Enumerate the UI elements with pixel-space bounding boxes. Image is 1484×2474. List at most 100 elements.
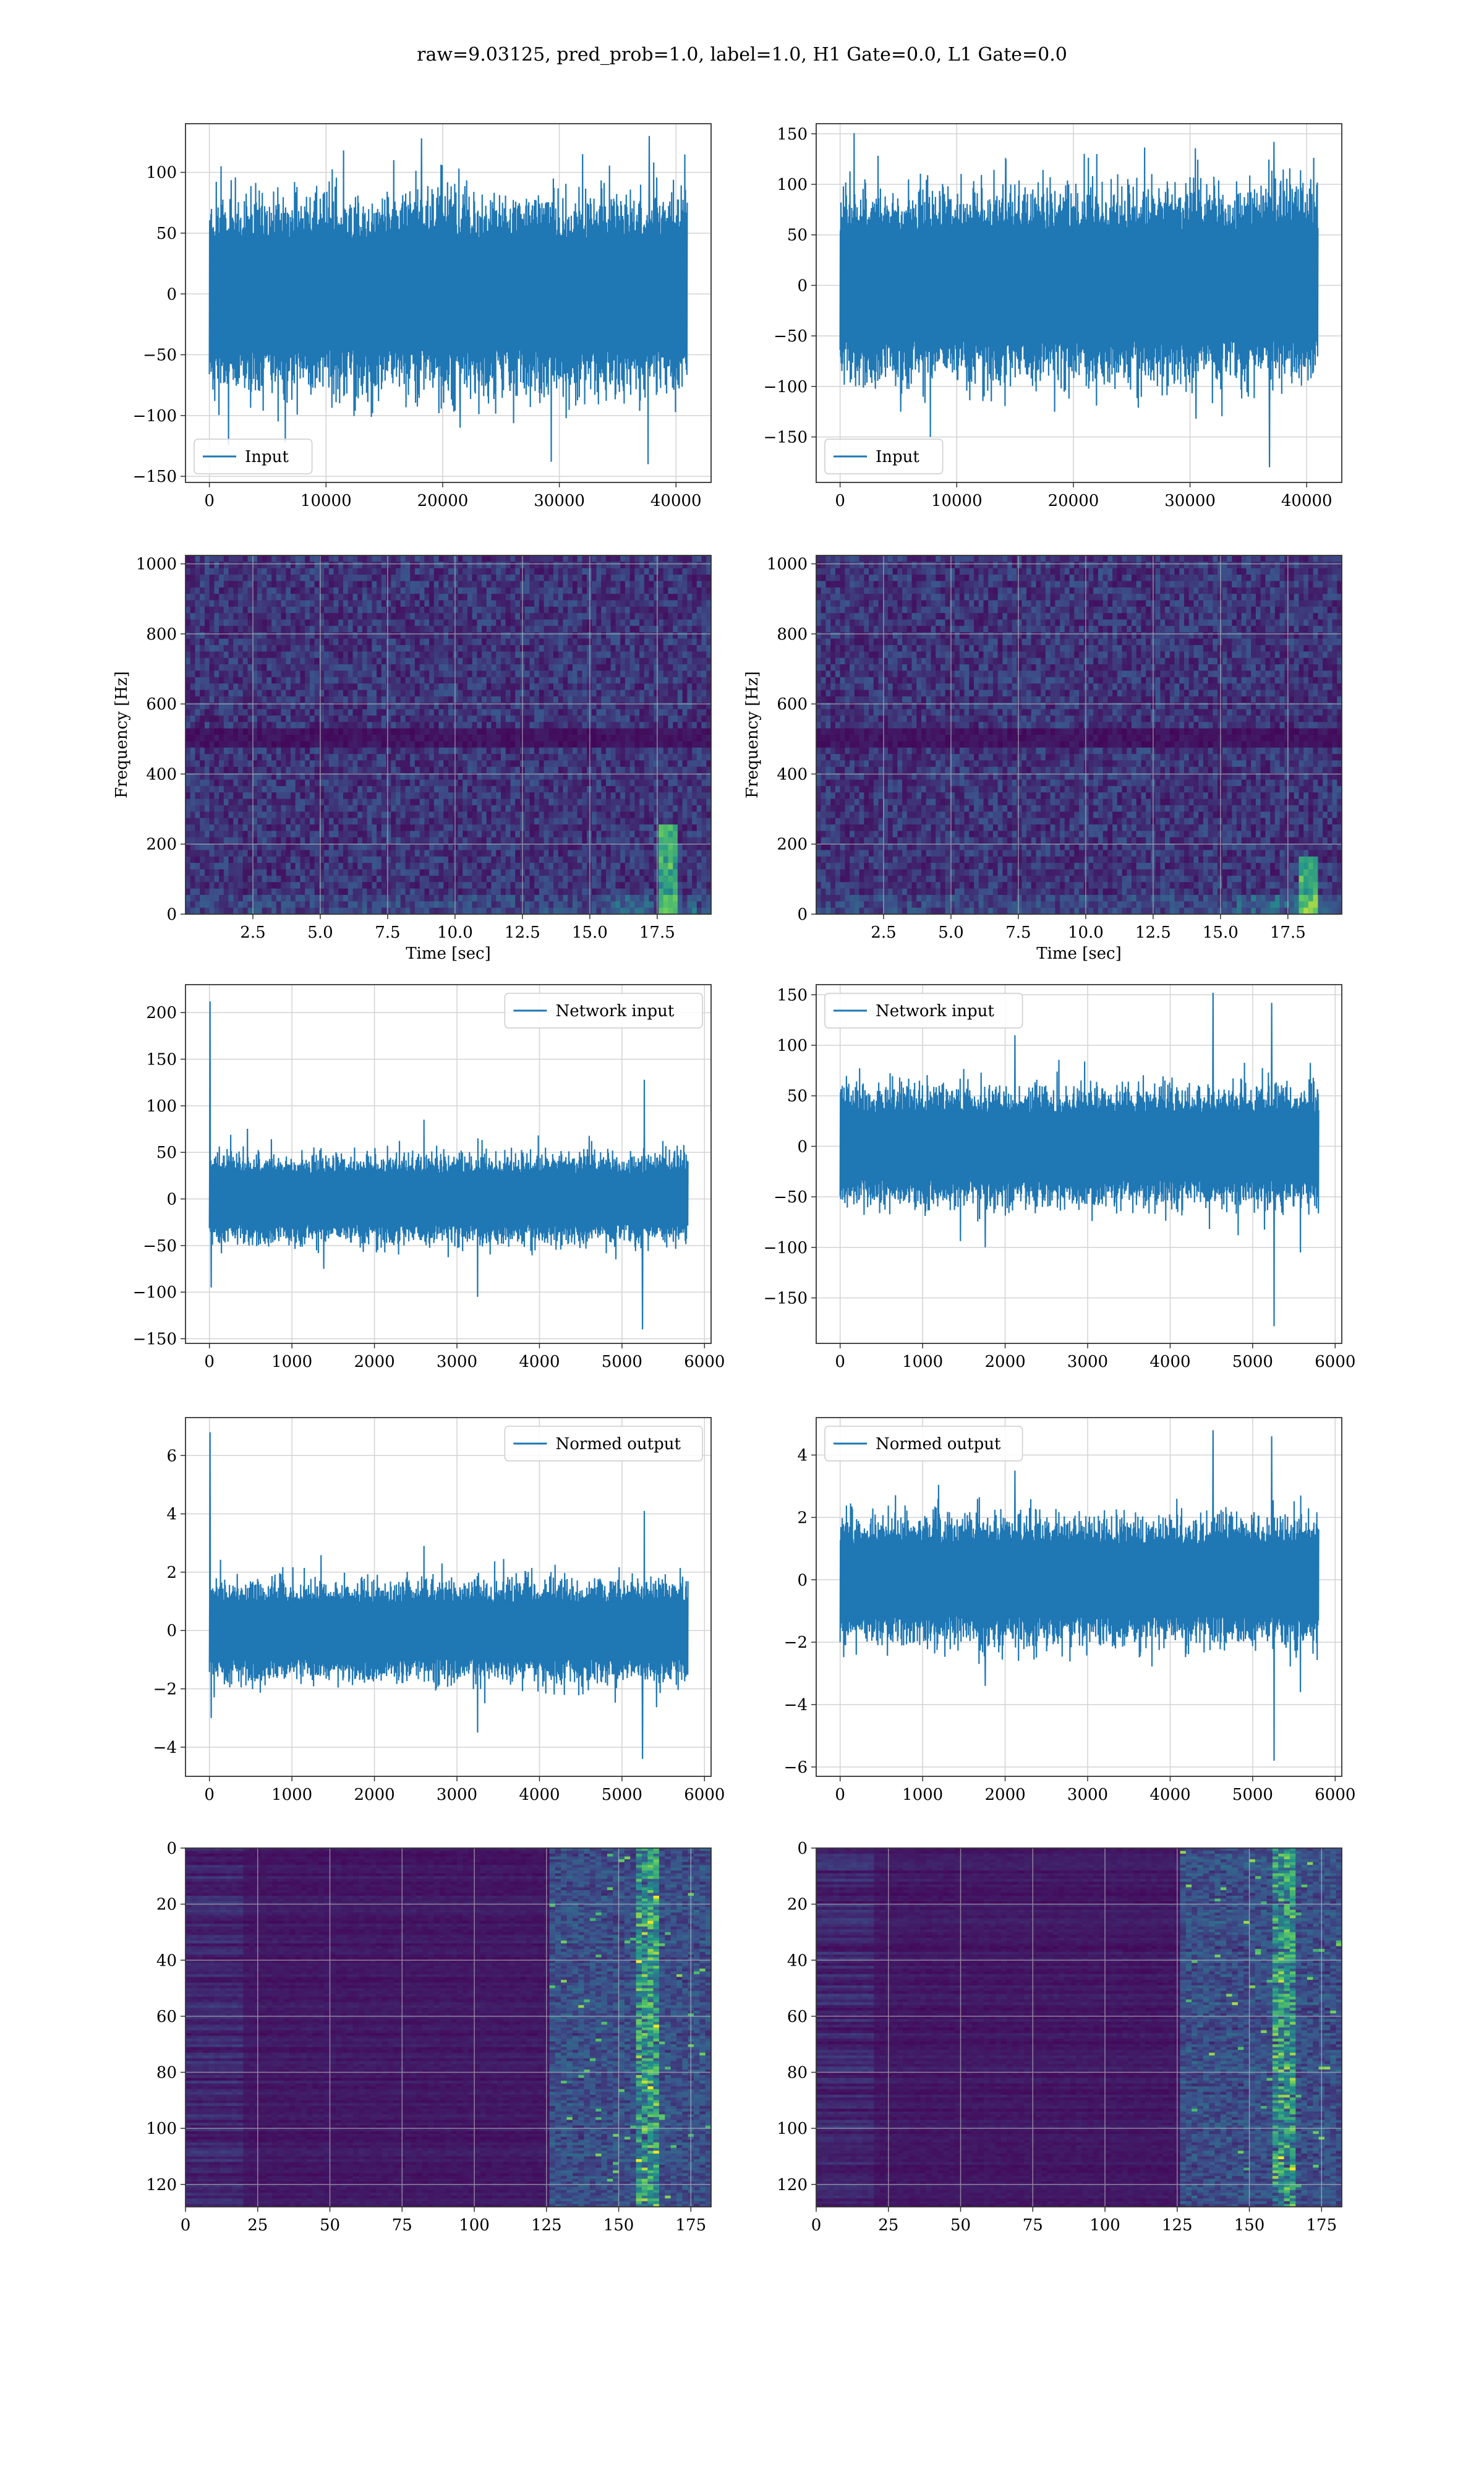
chart-feature-map-h1: 0 25 50 75 100 125 150 175 0 20 40 60 80 100 120 <box>146 1839 712 2235</box>
x-tick-label: 4000 <box>519 1353 560 1371</box>
tick-labels: 0 1000 2000 3000 4000 5000 6000 −4 −2 0 2 4 6 <box>153 1447 725 1804</box>
y-tick-label: 1000 <box>136 555 177 574</box>
y-tick-label: 200 <box>777 836 808 854</box>
y-tick-label: 0 <box>166 905 177 924</box>
y-tick-label: 150 <box>146 1051 177 1069</box>
series-dense-band <box>209 1601 688 1660</box>
x-tick-label: 40000 <box>1281 492 1333 510</box>
x-tick-label: 50 <box>950 2216 971 2235</box>
x-tick-label: 3000 <box>1067 1786 1108 1804</box>
axes-frame <box>185 984 712 1344</box>
x-tick-label: 10.0 <box>1068 923 1104 942</box>
x-tick-label: 150 <box>1234 2216 1265 2235</box>
x-tick-label: 100 <box>459 2216 490 2235</box>
legend: Input <box>824 439 944 474</box>
y-tick-label: −4 <box>153 1739 177 1757</box>
legend: Network input <box>824 993 1023 1029</box>
x-tick-label: 17.5 <box>1270 923 1306 942</box>
x-tick-label: 6000 <box>1315 1353 1355 1371</box>
x-tick-label: 50 <box>320 2216 340 2235</box>
x-tick-label: 7.5 <box>1005 923 1031 942</box>
y-tick-label: −100 <box>133 407 177 426</box>
x-tick-label: 10000 <box>931 492 983 510</box>
x-tick-label: 0 <box>811 2216 822 2235</box>
y-tick-label: 0 <box>166 1190 177 1209</box>
y-tick-label: 400 <box>146 765 177 784</box>
x-tick-label: 2000 <box>354 1353 394 1371</box>
grid-lines <box>186 555 711 915</box>
y-tick-label: 100 <box>146 2120 177 2138</box>
y-tick-label: −100 <box>764 1239 808 1257</box>
x-tick-label: 12.5 <box>1135 923 1171 942</box>
y-tick-label: 20 <box>787 1896 808 1914</box>
series-dense-band <box>209 237 688 351</box>
tick-labels: 0 1000 2000 3000 4000 5000 6000 −6 −4 −2 0 2 4 <box>784 1447 1356 1804</box>
x-tick-label: 7.5 <box>375 923 400 942</box>
legend-label: Network input <box>876 1002 994 1021</box>
y-tick-label: 40 <box>787 1951 808 1970</box>
chart-network-input-l1: 0 1000 2000 3000 4000 5000 6000 −150 −100 −50 0 50 1… <box>764 984 1356 1371</box>
y-tick-label: 60 <box>156 2008 177 2026</box>
x-tick-label: 3000 <box>437 1786 477 1804</box>
chart-spectrogram-l1: 2.5 5.0 7.5 10.0 12.5 15.0 17.5 0 200 400 600 800 10… <box>743 555 1342 963</box>
x-tick-label: 0 <box>835 1353 845 1371</box>
axes-frame <box>816 984 1342 1344</box>
legend: Network input <box>504 993 703 1029</box>
y-tick-label: −50 <box>143 346 177 365</box>
y-tick-label: −100 <box>764 378 808 396</box>
series-dense-band <box>840 229 1318 342</box>
legend-box <box>824 439 944 474</box>
y-tick-label: 80 <box>787 2064 808 2082</box>
y-tick-label: 100 <box>777 2120 808 2138</box>
y-tick-label: −150 <box>133 1330 177 1348</box>
y-tick-label: −2 <box>153 1680 177 1699</box>
heatmap-image <box>186 1848 711 2207</box>
tick-labels: 0 10000 20000 30000 40000 −150 −100 −50 0 50 100 <box>133 164 702 510</box>
legend: Normed output <box>824 1426 1023 1462</box>
y-tick-label: 50 <box>787 1087 808 1106</box>
y-tick-label: −50 <box>774 1188 808 1207</box>
x-tick-label: 6000 <box>684 1786 725 1804</box>
x-tick-label: 0 <box>835 492 845 510</box>
legend-box <box>824 1426 1023 1462</box>
y-tick-label: 400 <box>777 765 808 784</box>
y-tick-label: 4 <box>166 1505 177 1524</box>
axes-frame <box>816 1417 1342 1777</box>
x-tick-label: 25 <box>878 2216 898 2235</box>
series-dense-band <box>840 1111 1319 1181</box>
y-axis-label: Frequency [Hz] <box>113 671 131 798</box>
series-line <box>208 1001 689 1330</box>
x-tick-label: 2000 <box>984 1353 1025 1371</box>
x-tick-label: 75 <box>1023 2216 1043 2235</box>
legend: Normed output <box>504 1426 703 1462</box>
x-tick-label: 15.0 <box>572 923 608 942</box>
figure-title: raw=9.03125, pred_prob=1.0, label=1.0, H… <box>417 44 1067 66</box>
x-tick-label: 175 <box>675 2216 706 2235</box>
legend-label: Input <box>245 448 289 466</box>
x-tick-label: 3000 <box>437 1353 477 1371</box>
x-tick-label: 20000 <box>417 492 469 510</box>
x-tick-label: 20000 <box>1048 492 1099 510</box>
legend-label: Normed output <box>555 1435 681 1453</box>
x-tick-label: 1000 <box>271 1353 312 1371</box>
chart-input-h1: 0 10000 20000 30000 40000 −150 −100 −50 0 50 100 In… <box>133 123 712 510</box>
x-axis-label: Time [sec] <box>1036 944 1122 963</box>
x-tick-label: 40000 <box>650 492 702 510</box>
y-tick-label: 150 <box>777 986 808 1004</box>
axes-frame <box>816 555 1342 915</box>
legend: Input <box>194 439 313 474</box>
tick-labels: 0 1000 2000 3000 4000 5000 6000 −150 −100 −50 0 50 1… <box>764 986 1356 1371</box>
y-tick-label: 0 <box>166 285 177 304</box>
y-tick-label: 800 <box>146 625 177 644</box>
x-tick-label: 75 <box>392 2216 412 2235</box>
series-line <box>208 1432 689 1759</box>
y-tick-label: 0 <box>797 1571 808 1590</box>
x-tick-label: 1000 <box>271 1786 312 1804</box>
x-tick-label: 5000 <box>602 1353 642 1371</box>
tick-labels: 0 25 50 75 100 125 150 175 0 20 40 60 80 100 120 <box>146 1839 706 2235</box>
y-tick-label: 100 <box>777 176 808 194</box>
tick-labels: 0 10000 20000 30000 40000 −150 −100 −50 0 50 100 15… <box>764 125 1333 510</box>
tick-labels: 0 1000 2000 3000 4000 5000 6000 −150 −100 −50 0 50 1… <box>133 1004 725 1371</box>
x-tick-label: 10000 <box>301 492 352 510</box>
legend-box <box>504 1426 703 1462</box>
